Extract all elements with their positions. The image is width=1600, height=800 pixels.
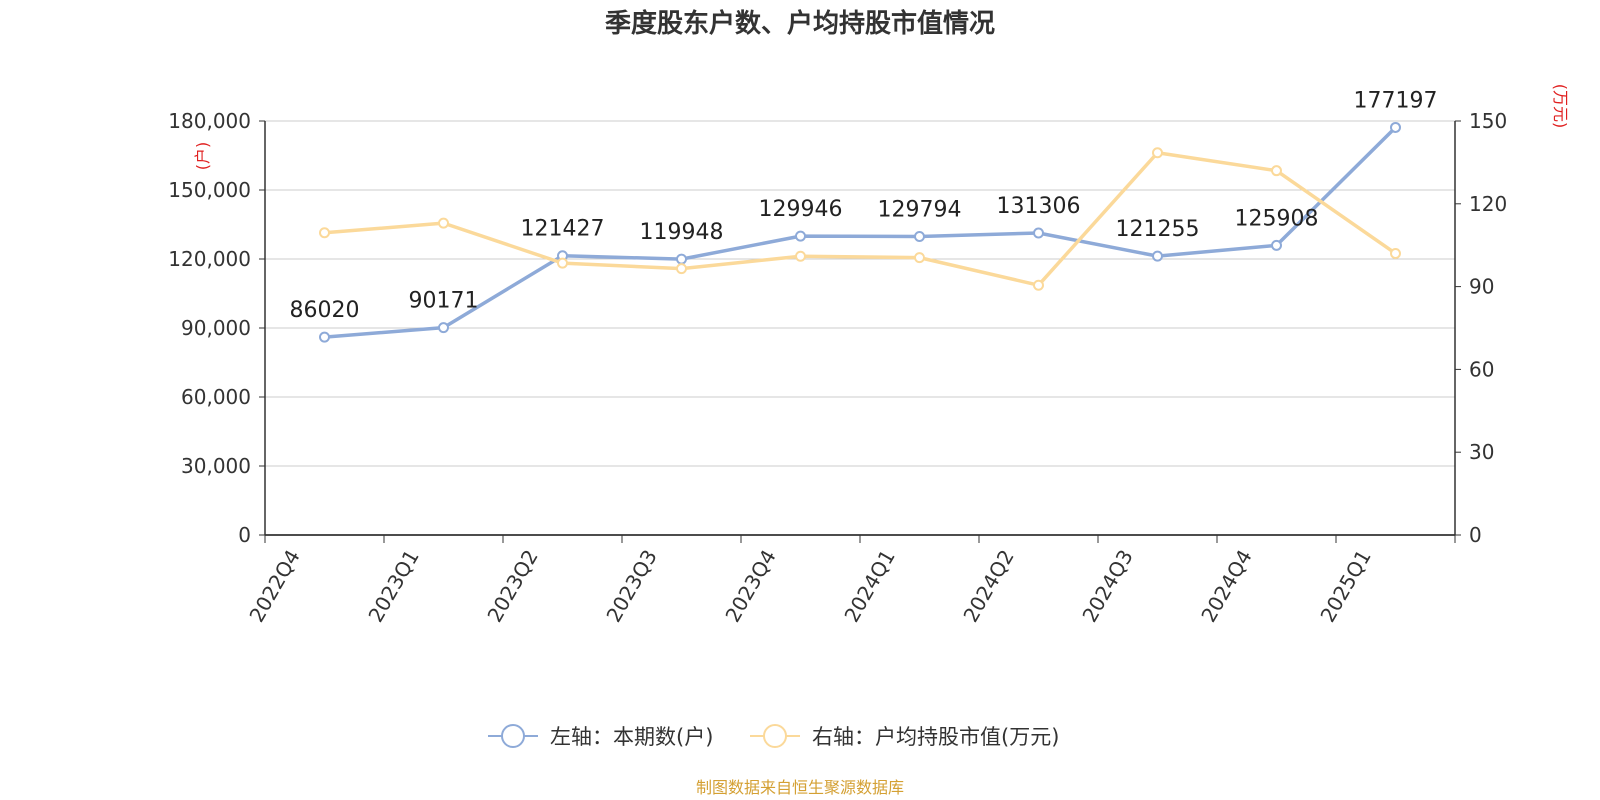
data-point [1033, 227, 1044, 239]
left-axis-ticks: 0 30,000 60,000 90,000 120,000 150,000 180,000 [168, 109, 265, 547]
data-label: 119948 [640, 220, 724, 245]
source-note: 制图数据来自恒生聚源数据库 [696, 778, 904, 797]
right-tick-label: 30 [1469, 440, 1494, 464]
series-layer [319, 121, 1401, 343]
x-tick-label: 2023Q2 [482, 546, 542, 627]
data-point [795, 230, 806, 242]
data-point [914, 252, 925, 264]
left-axis-unit: (户) [193, 142, 212, 171]
x-tick-label: 2025Q1 [1315, 546, 1375, 627]
x-tick-label: 2024Q2 [958, 546, 1018, 627]
x-axis-ticks: 2022Q4 2023Q1 2023Q2 2023Q3 2023Q4 2024Q1 2024… [244, 535, 1456, 627]
left-tick-label: 30,000 [181, 454, 251, 478]
x-tick-label: 2024Q4 [1196, 546, 1256, 627]
data-label: 121427 [521, 217, 605, 242]
right-tick-label: 60 [1469, 357, 1494, 381]
data-label: 86020 [290, 298, 360, 323]
data-point [438, 217, 449, 229]
right-axis-ticks: 0 30 60 90 120 150 [1455, 109, 1507, 547]
data-label: 131306 [997, 194, 1081, 219]
x-tick-label: 2024Q3 [1077, 546, 1137, 627]
data-label: 90171 [409, 289, 479, 314]
data-point [1390, 121, 1401, 133]
data-label: 129946 [759, 197, 843, 222]
data-point [1390, 247, 1401, 259]
left-tick-label: 60,000 [181, 385, 251, 409]
left-tick-label: 0 [238, 523, 251, 547]
legend-marker [501, 724, 525, 748]
data-label: 177197 [1354, 88, 1438, 113]
data-point [914, 230, 925, 242]
right-tick-label: 90 [1469, 275, 1494, 299]
data-point [319, 331, 330, 343]
left-tick-label: 120,000 [168, 247, 251, 271]
right-tick-label: 0 [1469, 523, 1482, 547]
x-tick-label: 2022Q4 [244, 546, 304, 627]
chart-title: 季度股东户数、户均持股市值情况 [605, 8, 995, 39]
series-line [324, 150, 1397, 287]
data-point [676, 253, 687, 265]
data-point [438, 322, 449, 334]
left-tick-label: 150,000 [168, 178, 251, 202]
data-point [795, 250, 806, 262]
data-point [557, 257, 568, 269]
left-tick-label: 180,000 [168, 109, 251, 133]
right-tick-label: 150 [1469, 109, 1507, 133]
x-tick-label: 2023Q3 [601, 546, 661, 627]
data-label: 125908 [1235, 206, 1319, 231]
data-label: 121255 [1116, 217, 1200, 242]
series-line [324, 126, 1397, 339]
data-point [1152, 147, 1163, 159]
legend: 左轴：本期数(户) 右轴：户均持股市值(万元) [488, 724, 1059, 749]
data-point [1271, 239, 1282, 251]
left-tick-label: 90,000 [181, 316, 251, 340]
x-tick-label: 2023Q1 [363, 546, 423, 627]
right-axis-unit: (万元) [1551, 84, 1570, 129]
data-point [1033, 279, 1044, 291]
legend-marker [763, 724, 787, 748]
data-point [676, 263, 687, 275]
data-point [1271, 165, 1282, 177]
right-tick-label: 120 [1469, 192, 1507, 216]
x-tick-label: 2023Q4 [720, 546, 780, 627]
legend-label: 右轴：户均持股市值(万元) [812, 725, 1059, 749]
data-labels: 86020 90171 121427 119948 129946 129794 131306… [290, 88, 1438, 323]
legend-label: 左轴：本期数(户) [550, 725, 713, 749]
x-tick-label: 2024Q1 [839, 546, 899, 627]
data-label: 129794 [878, 197, 962, 222]
data-point [319, 227, 330, 239]
data-point [1152, 250, 1163, 262]
